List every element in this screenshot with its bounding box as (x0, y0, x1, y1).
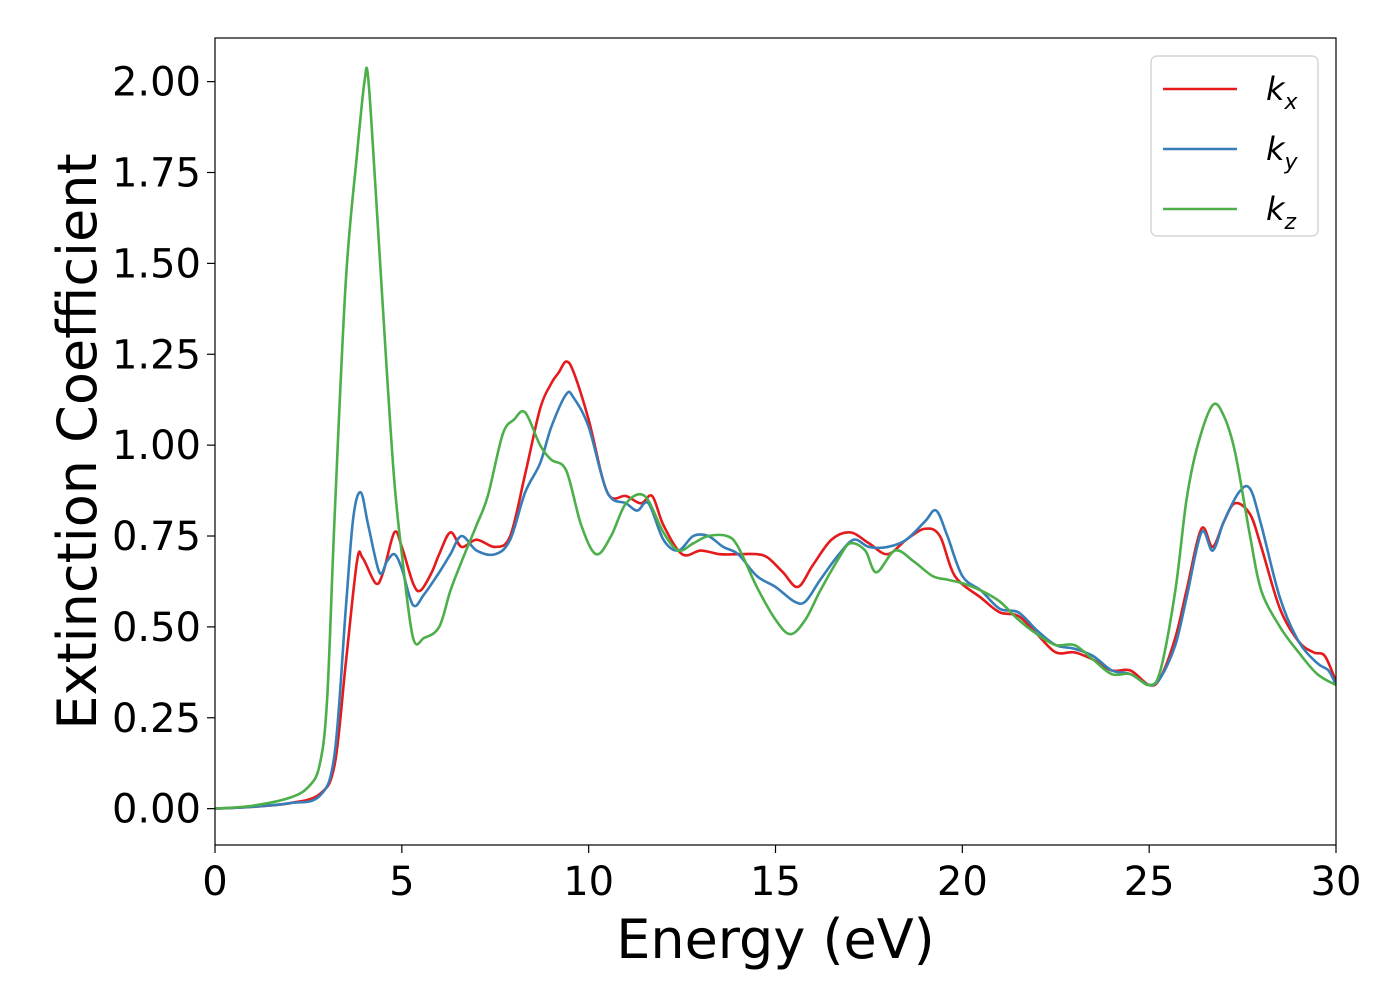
y-tick-label: 0.75 (112, 514, 201, 560)
x-tick-label: 25 (1124, 859, 1175, 905)
x-tick-label: 15 (750, 859, 801, 905)
y-tick-label: 1.25 (112, 332, 201, 378)
x-tick-label: 10 (563, 859, 614, 905)
y-tick-label: 0.25 (112, 696, 201, 742)
series-line-ky (215, 390, 1336, 810)
y-tick-label: 0.50 (112, 605, 201, 651)
y-axis: 0.00 0.25 0.50 0.75 1.00 1.25 1.50 1.75 2.00 (112, 60, 215, 833)
x-tick-label: 30 (1311, 859, 1362, 905)
x-tick-label: 5 (389, 859, 414, 905)
x-tick-label: 20 (937, 859, 988, 905)
x-tick-label: 0 (202, 859, 227, 905)
series-line-kx (215, 360, 1336, 810)
legend-box (1150, 55, 1319, 237)
y-tick-label: 0.00 (112, 787, 201, 833)
x-axis-title: Energy (eV) (616, 908, 935, 971)
y-tick-label: 1.50 (112, 241, 201, 287)
series-line-kz (215, 66, 1336, 810)
series-layer (215, 66, 1336, 810)
y-axis-title: Extinction Coefficient (46, 153, 109, 729)
y-tick-label: 1.75 (112, 151, 201, 197)
y-tick-label: 1.00 (112, 423, 201, 469)
x-axis: 0 5 10 15 20 25 30 (202, 845, 1361, 905)
y-tick-label: 2.00 (112, 60, 201, 106)
